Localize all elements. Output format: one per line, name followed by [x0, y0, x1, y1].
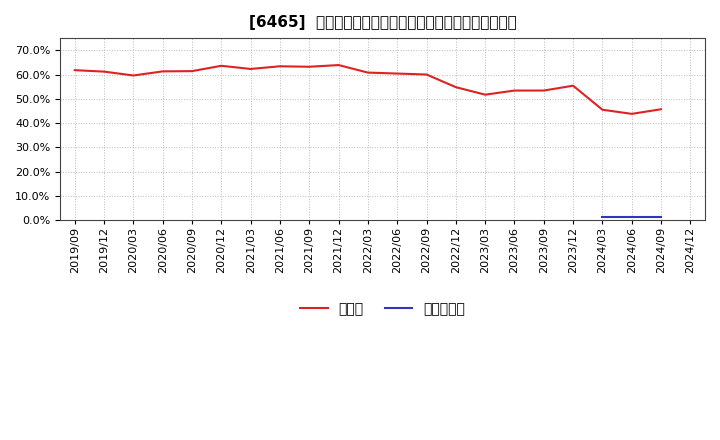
- 現預金: [246, 66, 255, 72]
- 現預金: [364, 70, 372, 75]
- 現預金: [276, 64, 284, 69]
- 現預金: [158, 69, 167, 74]
- 現預金: [657, 106, 665, 112]
- 現預金: [451, 84, 460, 90]
- Title: [6465]  現預金、有利子負債の総資産に対する比率の推移: [6465] 現預金、有利子負債の総資産に対する比率の推移: [248, 15, 516, 30]
- 現預金: [598, 107, 607, 112]
- 現預金: [481, 92, 490, 97]
- 現預金: [100, 69, 109, 74]
- 現預金: [422, 72, 431, 77]
- Legend: 現預金, 有利子負債: 現預金, 有利子負債: [294, 296, 471, 322]
- 現預金: [539, 88, 548, 93]
- 現預金: [510, 88, 519, 93]
- Line: 現預金: 現預金: [75, 65, 661, 114]
- 有利子負債: [657, 214, 665, 220]
- 現預金: [627, 111, 636, 117]
- 有利子負債: [627, 214, 636, 220]
- 有利子負債: [598, 214, 607, 220]
- 現預金: [71, 67, 79, 73]
- 現預金: [334, 62, 343, 68]
- 現預金: [569, 83, 577, 88]
- 現預金: [393, 71, 402, 76]
- 現預金: [188, 69, 197, 74]
- 現預金: [129, 73, 138, 78]
- 現預金: [305, 64, 314, 70]
- 現預金: [217, 63, 225, 69]
